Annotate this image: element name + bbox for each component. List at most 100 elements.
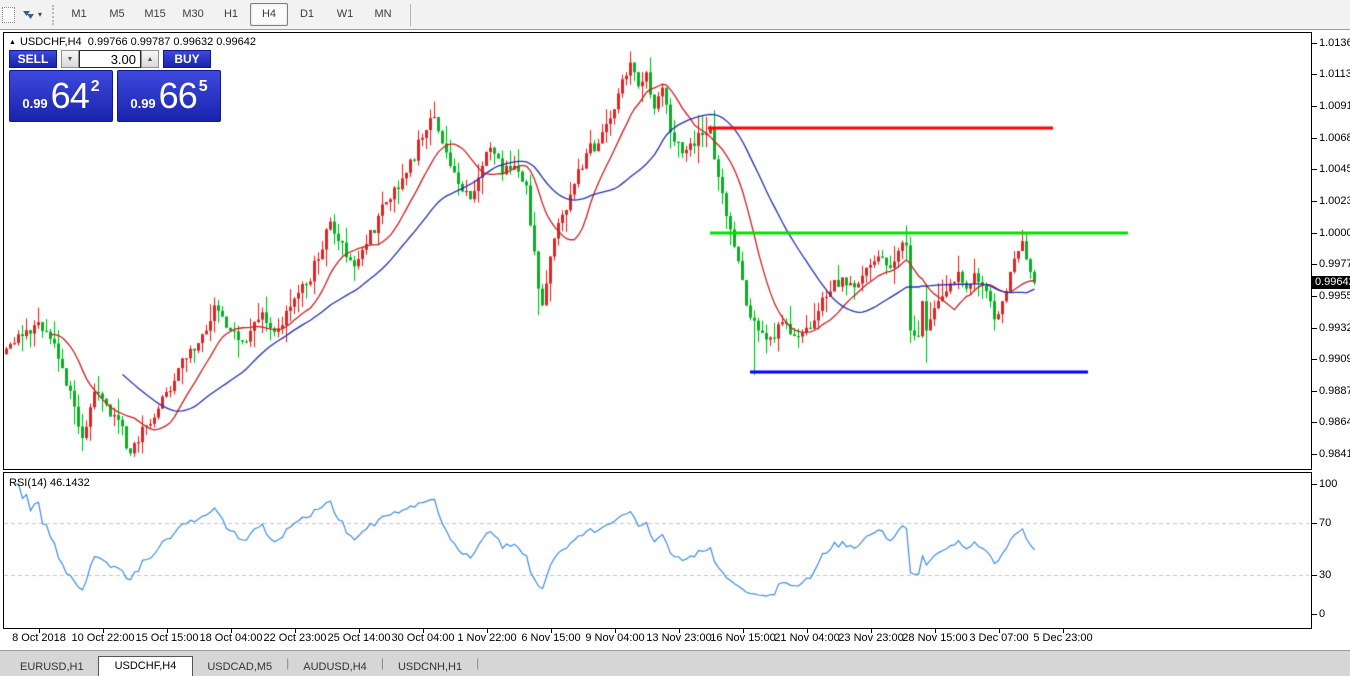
time-tick-mark: [167, 629, 168, 633]
sell-price-pip: 2: [90, 78, 100, 95]
toolbar: ▾ M1 M5 M15 M30 H1 H4 D1 W1 MN: [0, 0, 1350, 30]
panel-collapse-arrow[interactable]: ▲: [9, 39, 16, 46]
time-tick-label: 15 Oct 15:00: [135, 632, 199, 644]
time-tick-label: 22 Oct 23:00: [263, 632, 327, 644]
rsi-tick-label: 30: [1319, 569, 1332, 581]
chart-tab-usdchf[interactable]: USDCHF,H4: [97, 656, 194, 676]
chart-tab-usdcnh[interactable]: USDCNH,H1: [397, 661, 463, 673]
arrange-arrows-glyph: [22, 11, 34, 19]
price-tick-label: 1.00910: [1319, 100, 1350, 112]
timeframe-button-m30[interactable]: M30: [182, 8, 204, 20]
rsi-indicator-pane[interactable]: RSI(14) 46.1432: [3, 472, 1312, 629]
price-tick-label: 1.00230: [1319, 195, 1350, 207]
price-tick-mark: [1312, 201, 1317, 202]
chart-tab-usdcad[interactable]: USDCAD,M5: [207, 661, 273, 673]
time-tick-mark: [999, 629, 1000, 633]
chart-tab-bar: EURUSD,H1 USDCHF,H4 USDCAD,M5 | AUDUSD,H4 | US…: [0, 650, 1350, 676]
arrange-arrows-icon[interactable]: [20, 6, 36, 23]
price-tick-mark: [1312, 328, 1317, 329]
time-tick-mark: [1063, 629, 1064, 633]
time-tick-label: 3 Dec 07:00: [969, 632, 1029, 644]
tab-separator: |: [380, 656, 384, 670]
timeframe-button-d1[interactable]: D1: [299, 8, 315, 20]
chart-tab-audusd[interactable]: AUDUSD,H4: [303, 661, 367, 673]
timeframe-button-m5[interactable]: M5: [109, 8, 125, 20]
price-tick-mark: [1312, 422, 1317, 423]
time-tick-mark: [615, 629, 616, 633]
time-tick-mark: [359, 629, 360, 633]
price-tick-mark: [1312, 106, 1317, 107]
timeframe-button-m15[interactable]: M15: [144, 8, 166, 20]
rsi-tick-mark: [1312, 575, 1317, 576]
time-tick-label: 16 Nov 15:00: [710, 632, 776, 644]
price-tick-label: 1.01135: [1319, 68, 1350, 80]
timeframe-button-mn[interactable]: MN: [374, 8, 392, 20]
time-tick-label: 1 Nov 22:00: [457, 632, 517, 644]
price-tick-mark: [1312, 391, 1317, 392]
rsi-indicator-label: RSI(14) 46.1432: [9, 477, 90, 489]
price-tick-mark: [1312, 138, 1317, 139]
time-tick-label: 28 Nov 15:00: [902, 632, 968, 644]
buy-price-display[interactable]: 0.99 66 5: [117, 70, 221, 122]
price-canvas[interactable]: [4, 33, 1309, 467]
price-tick-mark: [1312, 454, 1317, 455]
ohlc-values: 0.99766 0.99787 0.99632 0.99642: [87, 36, 257, 48]
timeframe-button-h4[interactable]: H4: [250, 3, 289, 26]
time-tick-mark: [807, 629, 808, 633]
time-tick-label: 8 Oct 2018: [12, 632, 66, 644]
one-click-trading-panel: SELL ▼ ▲ BUY 0.99 64 2 0.99 6: [9, 50, 223, 122]
buy-price-big: 66: [158, 75, 198, 116]
volume-increase-button[interactable]: ▲: [141, 50, 159, 68]
price-tick-mark: [1312, 359, 1317, 360]
time-tick-label: 18 Oct 04:00: [199, 632, 263, 644]
rsi-tick-mark: [1312, 523, 1317, 524]
time-tick-mark: [39, 629, 40, 633]
price-tick-mark: [1312, 233, 1317, 234]
sell-price-display[interactable]: 0.99 64 2: [9, 70, 113, 122]
chart-title: ▲ USDCHF,H4 0.99766 0.99787 0.99632 0.996…: [9, 36, 256, 48]
volume-field-box: [79, 50, 141, 68]
sell-price-prefix: 0.99: [22, 95, 48, 111]
time-tick-label: 21 Nov 04:00: [774, 632, 840, 644]
time-tick-mark: [871, 629, 872, 633]
chevron-down-icon[interactable]: ▾: [38, 10, 43, 19]
sell-price-big: 64: [50, 75, 90, 116]
rsi-tick-label: 100: [1319, 478, 1338, 490]
chart-window-icon[interactable]: [1, 6, 18, 23]
rsi-canvas[interactable]: [4, 473, 1309, 626]
rsi-tick-mark: [1312, 484, 1317, 485]
time-tick-label: 5 Dec 23:00: [1033, 632, 1093, 644]
price-tick-label: 0.98645: [1319, 416, 1350, 428]
timeframe-button-m1[interactable]: M1: [71, 8, 87, 20]
time-tick-label: 9 Nov 04:00: [585, 632, 645, 644]
time-tick-label: 6 Nov 15:00: [521, 632, 581, 644]
timeframe-button-h1[interactable]: H1: [223, 8, 239, 20]
buy-price-pip: 5: [198, 78, 208, 95]
volume-decrease-button[interactable]: ▼: [61, 50, 79, 68]
tab-separator: |: [286, 656, 290, 670]
price-tick-label: 1.01360: [1319, 37, 1350, 49]
price-tick-mark: [1312, 74, 1317, 75]
sell-button[interactable]: SELL: [9, 50, 57, 68]
chart-tab-eurusd[interactable]: EURUSD,H1: [20, 661, 84, 673]
tab-separator: |: [476, 656, 480, 670]
price-chart-pane[interactable]: ▲ USDCHF,H4 0.99766 0.99787 0.99632 0.996…: [3, 32, 1312, 470]
rsi-tick-label: 70: [1319, 517, 1332, 529]
time-tick-mark: [487, 629, 488, 633]
toolbar-grip[interactable]: [52, 4, 55, 25]
time-tick-label: 13 Nov 23:00: [646, 632, 712, 644]
time-tick-mark: [231, 629, 232, 633]
time-tick-mark: [295, 629, 296, 633]
time-tick-mark: [423, 629, 424, 633]
timeframe-button-w1[interactable]: W1: [336, 8, 354, 20]
time-tick-label: 23 Nov 23:00: [838, 632, 904, 644]
symbol-title: USDCHF,H4: [19, 36, 82, 48]
price-tick-mark: [1312, 169, 1317, 170]
time-tick-mark: [103, 629, 104, 633]
time-tick-label: 10 Oct 22:00: [71, 632, 135, 644]
buy-button[interactable]: BUY: [163, 50, 211, 68]
volume-input[interactable]: [80, 51, 138, 67]
